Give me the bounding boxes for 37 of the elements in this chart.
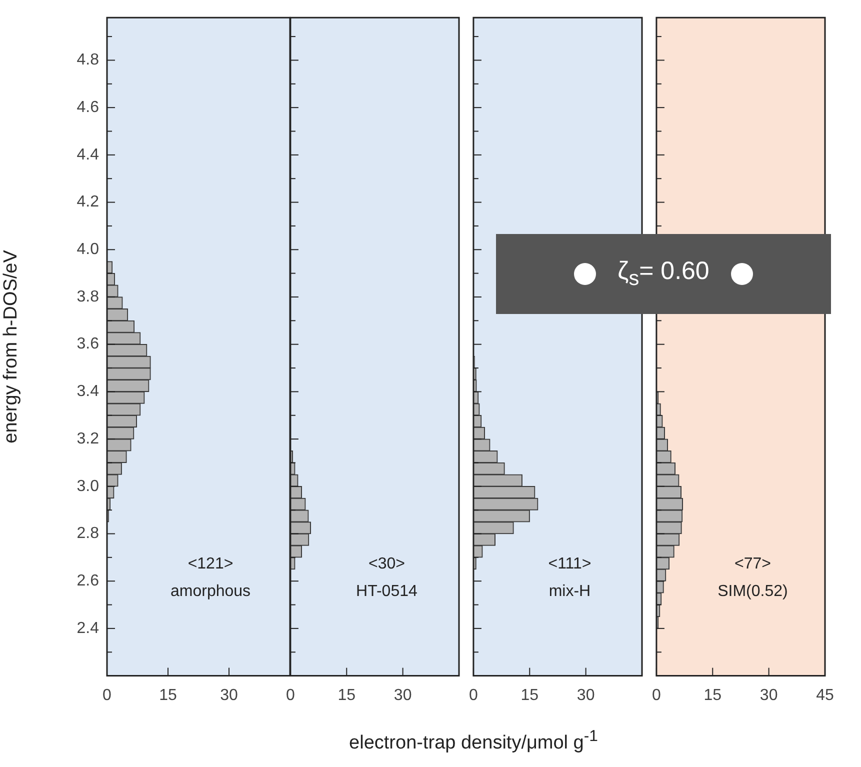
x-tick-label: 0	[102, 686, 112, 704]
annotation: <77>	[734, 555, 771, 572]
annotation: <30>	[368, 555, 405, 572]
x-tick-label: 0	[286, 686, 295, 704]
x-tick-label: 0	[652, 686, 661, 704]
annotation: ζ$_{s}$= 0.60	[618, 257, 710, 291]
annotation: HT-0514	[356, 582, 418, 600]
x-tick-label: 30	[576, 686, 594, 704]
y-tick-label: 3.2	[76, 430, 100, 448]
y-tick-label: 3.0	[76, 478, 100, 495]
x-tick-label: 15	[337, 686, 356, 704]
x-tick-label: 15	[159, 686, 177, 704]
y-tick-label: 3.4	[76, 383, 100, 400]
annotation: SIM(0.52)	[717, 582, 788, 600]
y-tick-label: 3.8	[76, 288, 100, 306]
annotation: <111>	[548, 555, 591, 572]
x-tick-label: 30	[220, 686, 238, 704]
y-tick-label: 3.6	[76, 336, 100, 353]
annotation: mix-H	[548, 582, 590, 600]
y-tick-label: 2.6	[76, 572, 100, 590]
y-tick-label: 2.4	[76, 620, 100, 637]
x-tick-label: 45	[816, 686, 834, 704]
x-tick-label: 0	[468, 686, 478, 704]
y-axis-title: energy from h-DOS/eV	[0, 250, 22, 444]
x-tick-label: 15	[703, 686, 722, 704]
y-tick-label: 4.6	[76, 98, 100, 116]
x-tick-label: 30	[393, 686, 412, 704]
y-tick-label: 4.2	[76, 194, 100, 211]
x-tick-label: 30	[759, 686, 778, 704]
x-axis-title: electron-trap density/μmol g$^{-1}$	[348, 728, 599, 754]
annotation: amorphous	[170, 582, 251, 600]
annotation: <121>	[188, 555, 234, 572]
y-tick-label: 4.4	[76, 146, 100, 164]
x-tick-label: 15	[520, 686, 538, 704]
y-tick-label: 4.8	[76, 52, 100, 69]
y-tick-label: 2.8	[76, 525, 100, 542]
y-tick-label: 4.0	[76, 241, 100, 258]
